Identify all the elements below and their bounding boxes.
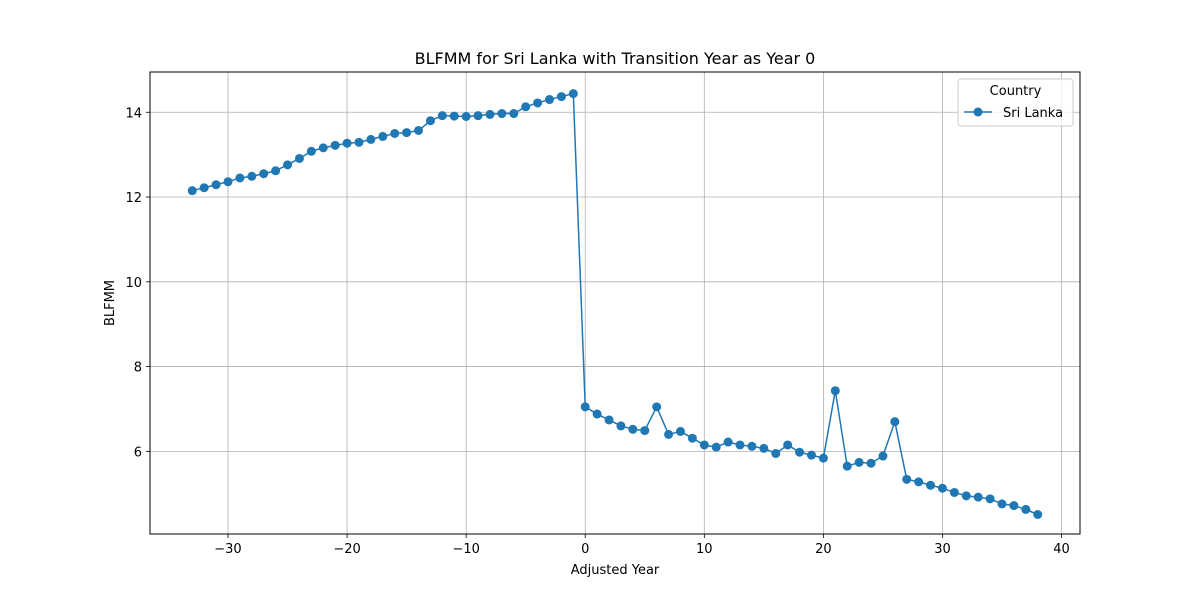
x-tick-label: 10 <box>696 542 713 557</box>
data-point <box>497 109 507 119</box>
data-point <box>771 448 781 458</box>
data-point <box>878 451 888 461</box>
legend-box <box>957 78 1074 127</box>
data-point <box>795 447 805 457</box>
y-tick-label: 8 <box>134 361 142 376</box>
data-point <box>342 138 352 148</box>
data-point <box>283 160 293 170</box>
data-point <box>818 453 828 463</box>
data-point <box>604 415 614 425</box>
data-point <box>652 402 662 412</box>
data-point <box>687 433 697 443</box>
data-point <box>949 487 959 497</box>
data-point <box>842 461 852 471</box>
data-point <box>902 474 912 484</box>
data-point <box>545 95 555 105</box>
data-point <box>830 386 840 396</box>
y-tick-label: 10 <box>125 276 142 291</box>
data-point <box>628 424 638 434</box>
data-point <box>866 458 876 468</box>
data-point <box>223 177 233 187</box>
data-point <box>366 134 376 144</box>
data-point <box>985 494 995 504</box>
data-point <box>640 426 650 436</box>
data-point <box>461 112 471 121</box>
legend-marker-sri-lanka <box>973 107 983 117</box>
data-point <box>473 111 483 121</box>
series <box>187 89 1043 519</box>
data-point <box>259 169 269 179</box>
data-point <box>1033 510 1043 519</box>
data-point <box>759 443 769 453</box>
y-tick-label: 6 <box>134 445 142 460</box>
data-point <box>914 477 924 487</box>
data-point <box>306 146 316 156</box>
data-point <box>521 102 531 112</box>
data-point <box>330 140 340 150</box>
data-point <box>378 131 388 141</box>
data-point <box>556 92 566 102</box>
data-point <box>1009 501 1019 511</box>
data-point <box>699 440 709 450</box>
data-point <box>675 426 685 436</box>
chart-title: BLFMM for Sri Lanka with Transition Year… <box>415 49 816 68</box>
data-point <box>437 111 447 121</box>
data-point <box>973 492 983 502</box>
data-point <box>711 442 721 452</box>
data-point <box>806 450 816 460</box>
x-tick-label: −30 <box>214 542 241 557</box>
data-point <box>735 440 745 450</box>
data-point <box>664 429 674 439</box>
x-tick-label: −20 <box>333 542 360 557</box>
data-point <box>937 483 947 493</box>
grid <box>150 72 1080 534</box>
x-tick-label: 20 <box>815 542 832 557</box>
data-point <box>235 173 245 183</box>
x-tick-label: 30 <box>934 542 951 557</box>
data-point <box>414 125 424 135</box>
data-point <box>568 89 578 99</box>
data-point <box>247 171 257 181</box>
data-point <box>354 137 364 147</box>
y-tick-label: 14 <box>125 106 142 121</box>
data-point <box>449 111 459 121</box>
data-point <box>485 109 495 119</box>
data-point <box>961 491 971 501</box>
legend-entry-sri-lanka: Sri Lanka <box>1003 106 1063 121</box>
data-point <box>402 128 412 138</box>
data-point <box>580 402 590 412</box>
legend: Country Sri Lanka <box>957 78 1074 127</box>
ticks: −30 −20 −10 0 10 20 30 40 6 8 10 12 14 <box>125 106 1069 557</box>
x-tick-label: −10 <box>452 542 479 557</box>
data-point <box>890 417 900 427</box>
data-point <box>533 98 543 108</box>
data-point <box>997 499 1007 509</box>
x-tick-label: 0 <box>581 542 589 557</box>
plot-frame <box>149 71 1081 535</box>
data-point <box>294 153 304 163</box>
data-point <box>783 440 793 450</box>
data-point <box>390 128 400 138</box>
data-point <box>271 166 281 176</box>
data-point <box>592 409 602 419</box>
data-point <box>723 437 733 447</box>
data-point <box>425 116 435 126</box>
data-point <box>854 457 864 467</box>
data-point <box>318 143 328 153</box>
data-point <box>1021 504 1031 514</box>
data-point <box>187 186 197 196</box>
legend-title: Country <box>990 84 1042 99</box>
data-point <box>211 180 221 190</box>
data-point <box>616 421 626 431</box>
y-tick-label: 12 <box>125 191 142 206</box>
data-point <box>926 480 936 490</box>
data-point <box>199 183 209 193</box>
x-tick-label: 40 <box>1053 542 1070 557</box>
data-point <box>509 109 519 119</box>
x-axis-label: Adjusted Year <box>571 563 660 578</box>
y-axis-label: BLFMM <box>103 280 118 326</box>
data-point <box>747 441 757 451</box>
